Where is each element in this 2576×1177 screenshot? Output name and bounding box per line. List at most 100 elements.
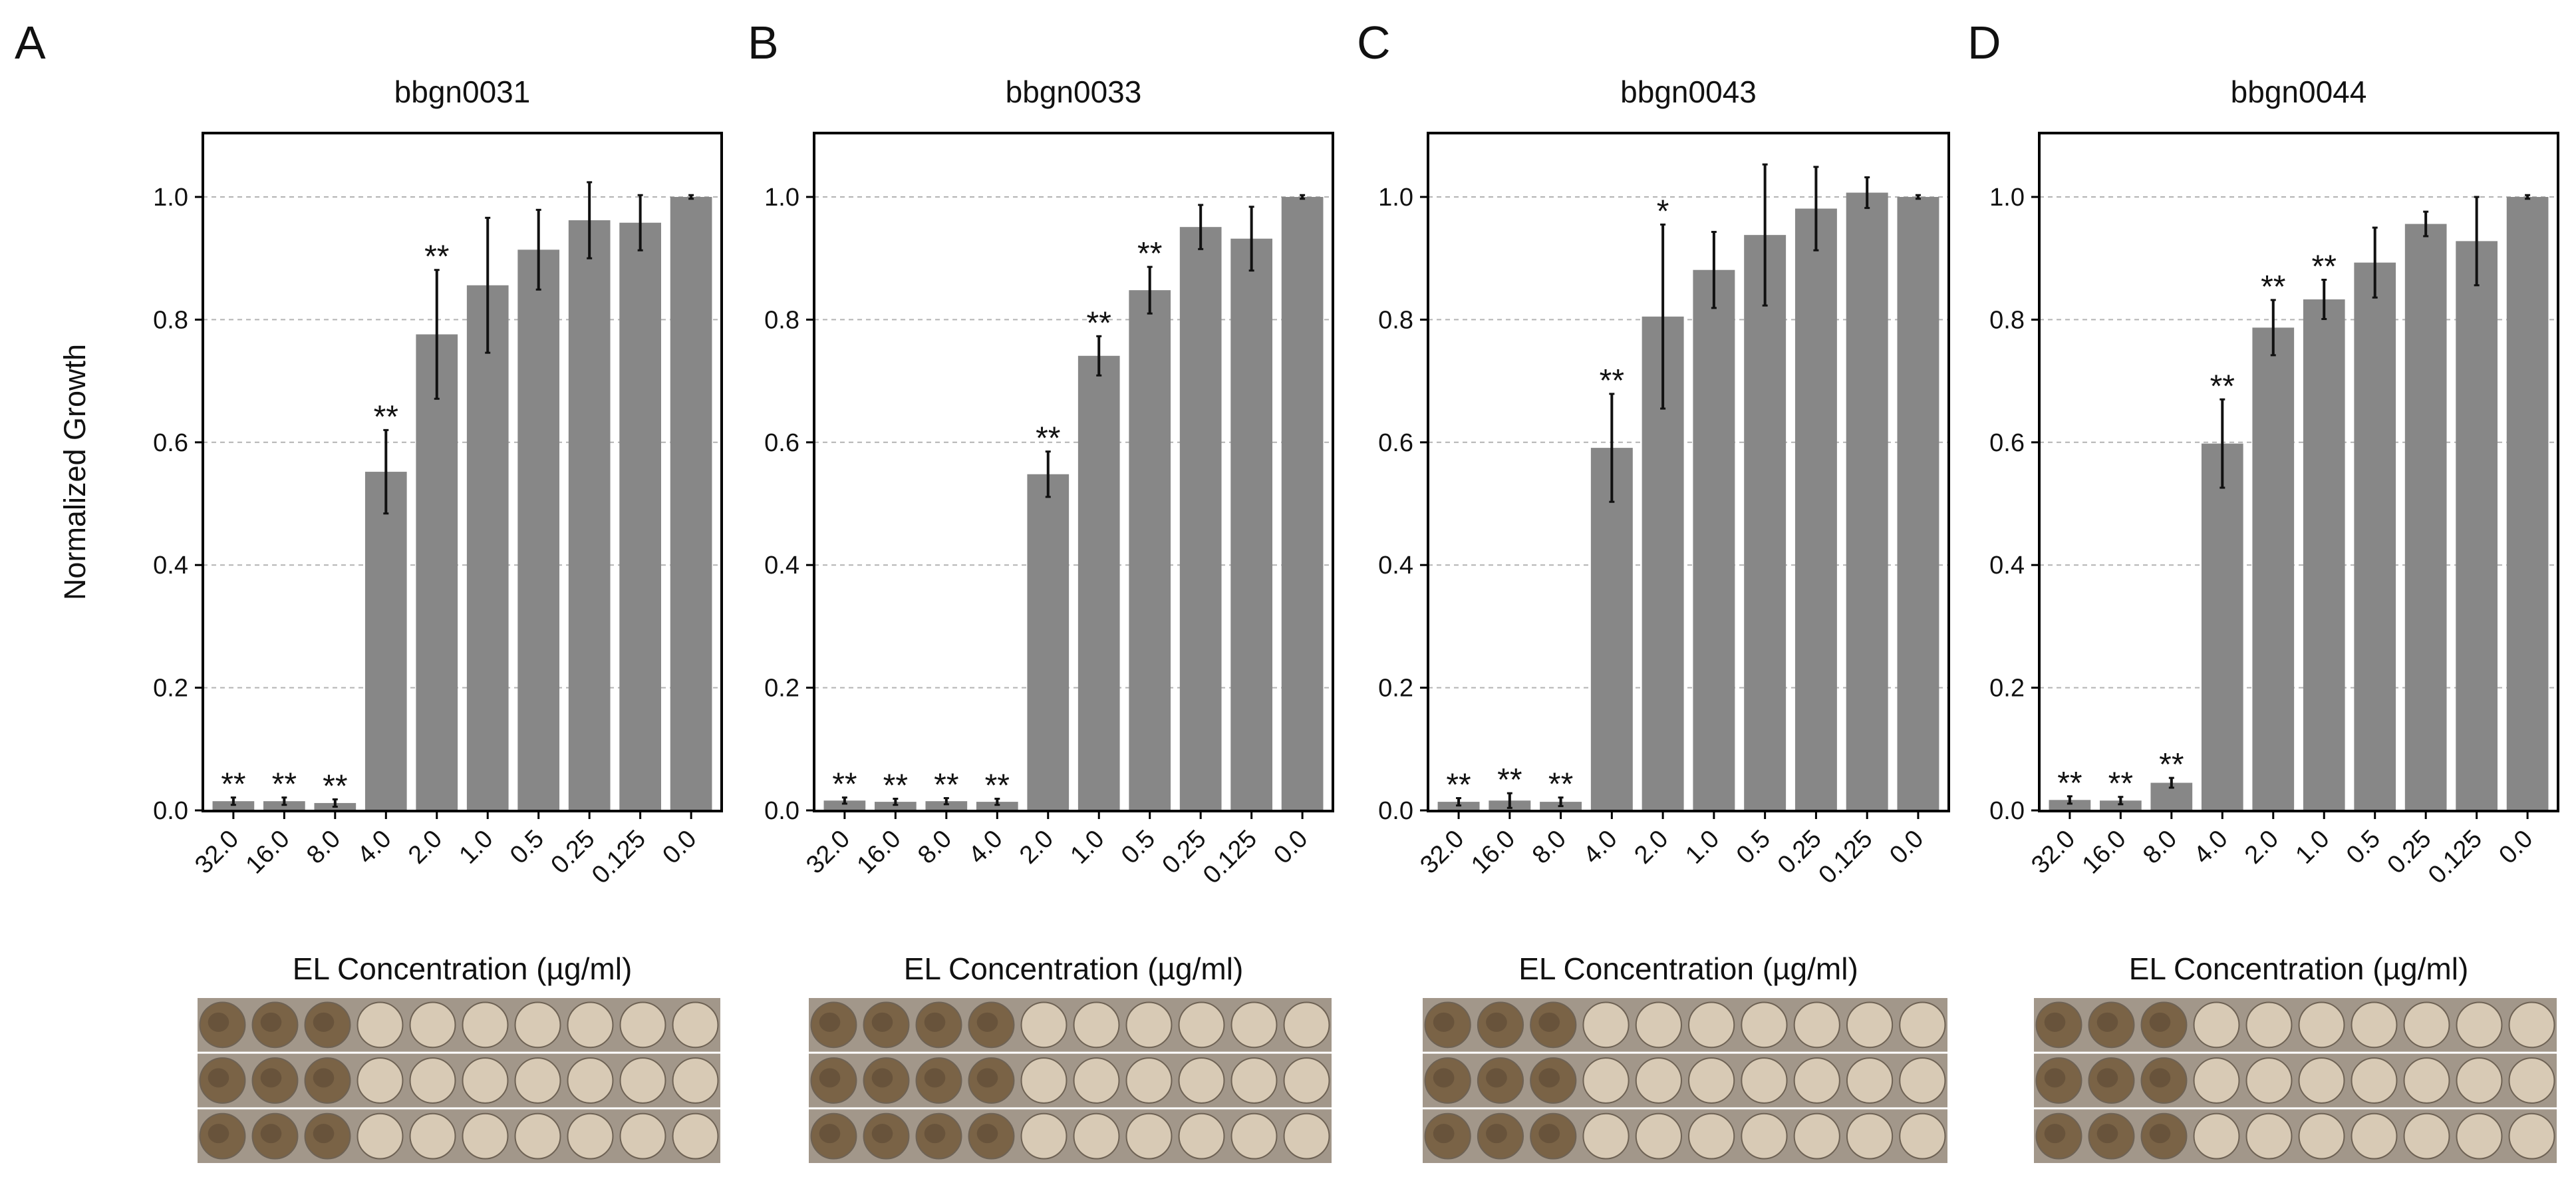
significance-mark: ** (1446, 768, 1471, 803)
plate-well (1073, 1112, 1120, 1160)
bar (1693, 269, 1735, 810)
x-tick-label: 16.0 (852, 825, 907, 880)
y-tick-label: 0.4 (764, 552, 799, 580)
significance-mark: ** (2312, 249, 2337, 284)
well-sediment (2096, 1124, 2118, 1144)
x-tick-label: 1.0 (454, 825, 499, 870)
plate-well (1230, 1112, 1278, 1160)
x-tick-label: 32.0 (2026, 825, 2080, 880)
bar (2100, 800, 2142, 810)
y-tick-label: 0.2 (1378, 675, 1413, 703)
significance-mark: ** (2108, 766, 2133, 802)
plate-well (1899, 1001, 1946, 1049)
plate-well (1073, 1057, 1120, 1104)
plate-well (514, 1112, 561, 1160)
plate-well (1230, 1001, 1278, 1049)
axes-frame (813, 132, 1334, 812)
plate-well (1688, 1001, 1735, 1049)
plate-well (1230, 1057, 1278, 1104)
plate-well (1635, 1057, 1682, 1104)
bar (2201, 443, 2243, 810)
well-sediment (2044, 1124, 2066, 1144)
well-sediment (1486, 1124, 1507, 1144)
well-sediment (2096, 1068, 2118, 1088)
x-tick-label: 8.0 (1527, 825, 1572, 870)
well-sediment (260, 1068, 282, 1088)
bar (1077, 355, 1120, 810)
bar (2252, 327, 2295, 810)
well-sediment (1433, 1124, 1455, 1144)
significance-mark: ** (1087, 305, 1111, 341)
panel-letter: B (748, 17, 779, 69)
bar (1846, 192, 1888, 810)
x-tick-label: 2.0 (1014, 825, 1059, 870)
well-sediment (208, 1124, 229, 1144)
x-axis-label: EL Concentration (µg/ml) (2129, 951, 2469, 986)
significance-mark: ** (2261, 269, 2285, 305)
x-tick-label: 0.0 (2494, 825, 2538, 870)
well-sediment (976, 1012, 998, 1032)
plate-well (619, 1001, 666, 1049)
plate-well (1582, 1001, 1630, 1049)
well-sediment (924, 1124, 946, 1144)
plate-well (2456, 1112, 2503, 1160)
bar (976, 802, 1018, 810)
x-tick-label: 4.0 (1578, 825, 1623, 870)
significance-mark: ** (221, 767, 245, 802)
y-tick-label: 0.8 (764, 306, 799, 334)
bar (2404, 224, 2447, 810)
well-sediment (871, 1124, 893, 1144)
bar (875, 802, 917, 810)
bar (619, 222, 661, 810)
significance-mark: ** (985, 768, 1010, 803)
x-tick-label: 0.0 (1268, 825, 1313, 870)
well-sediment (1538, 1068, 1560, 1088)
well-sediment (2149, 1012, 2171, 1032)
plate-well (2245, 1001, 2293, 1049)
plate-well (2456, 1057, 2503, 1104)
well-sediment (2096, 1012, 2118, 1032)
y-tick-label: 1.0 (153, 184, 188, 212)
x-tick-label: 4.0 (353, 825, 397, 870)
x-tick-label: 0.125 (587, 825, 651, 890)
plate-well (514, 1057, 561, 1104)
panel-title: bbgn0043 (1620, 75, 1757, 109)
axes-frame (202, 132, 723, 812)
plate-well (2193, 1057, 2240, 1104)
well-sediment (1538, 1124, 1560, 1144)
well-sediment (313, 1068, 335, 1088)
plate-well (619, 1112, 666, 1160)
well-sediment (1433, 1012, 1455, 1032)
plate-well (2351, 1057, 2398, 1104)
plate-well (357, 1001, 404, 1049)
plate-well (2351, 1001, 2398, 1049)
plate-well (619, 1057, 666, 1104)
plate-well (1635, 1112, 1682, 1160)
bar (416, 334, 458, 810)
x-tick-label: 8.0 (2138, 825, 2182, 870)
significance-mark: ** (374, 399, 398, 434)
panel-b: Bbbgn0033**32.0**16.0**8.0**4.0**2.0**1.… (748, 17, 1334, 1163)
well-sediment (976, 1068, 998, 1088)
x-tick-label: 2.0 (2239, 825, 2284, 870)
bar (568, 220, 611, 810)
plate-well (1125, 1001, 1173, 1049)
panel-letter: D (1967, 17, 2001, 69)
x-tick-label: 4.0 (964, 825, 1008, 870)
well-sediment (819, 1124, 841, 1144)
y-tick-label: 0.0 (153, 797, 188, 825)
plate-well (2298, 1001, 2345, 1049)
y-tick-label: 0.2 (764, 675, 799, 703)
plate-photo (1421, 997, 1949, 1163)
plate-well (2245, 1112, 2293, 1160)
plate-well (1899, 1112, 1946, 1160)
plate-well (567, 1001, 614, 1049)
y-tick-label: 0.8 (153, 306, 188, 334)
well-sediment (260, 1012, 282, 1032)
plate-well (1125, 1112, 1173, 1160)
x-tick-label: 32.0 (1415, 825, 1469, 880)
bar (1230, 238, 1272, 810)
well-sediment (871, 1012, 893, 1032)
y-tick-label: 0.0 (1989, 797, 2025, 825)
